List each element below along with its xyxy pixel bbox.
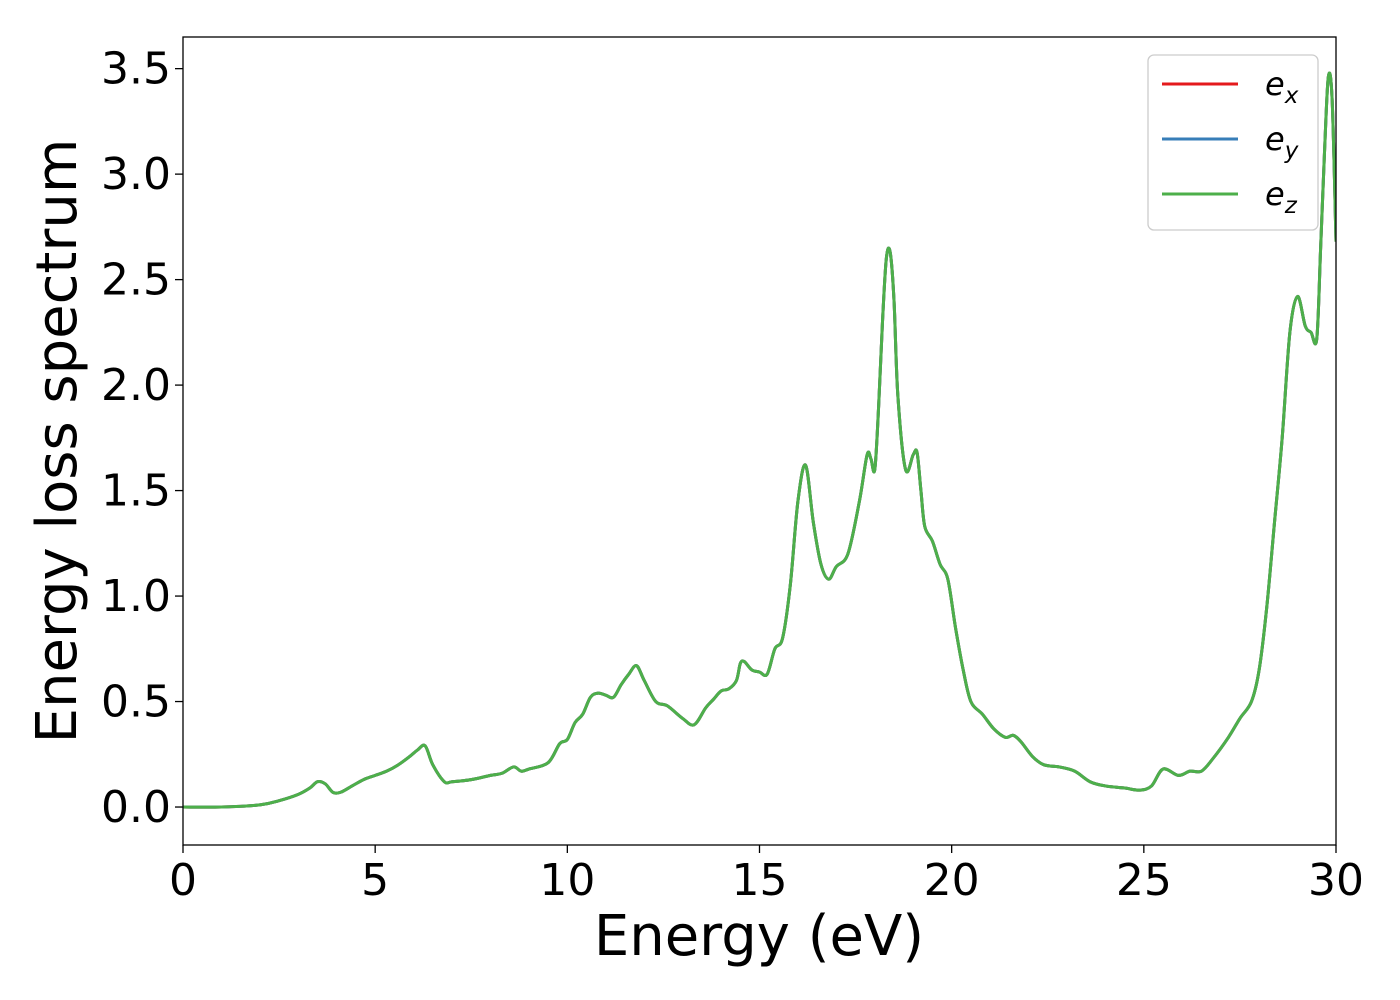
y-tick-label: 0.0 — [101, 782, 171, 833]
legend-box — [1147, 54, 1319, 231]
x-tick-label: 10 — [539, 855, 595, 906]
x-tick-label: 25 — [1116, 855, 1172, 906]
y-axis: 0.0 0.5 1.0 1.5 2.0 2.5 3.0 3.5 — [101, 44, 183, 833]
series-line-z — [183, 71, 1336, 809]
series-layer — [183, 71, 1336, 809]
y-tick-label: 1.5 — [101, 466, 171, 517]
y-tick-label: 1.0 — [101, 571, 171, 622]
y-tick-label: 2.5 — [101, 255, 171, 306]
y-tick-label: 3.5 — [101, 44, 171, 95]
y-tick-label: 3.0 — [101, 149, 171, 200]
legend-label-x: ex — [1265, 65, 1299, 109]
y-tick-label: 0.5 — [101, 677, 171, 728]
y-axis-title: Energy loss spectrum — [25, 139, 90, 744]
legend-label-y: ey — [1265, 120, 1299, 164]
y-tick-label: 2.0 — [101, 360, 171, 411]
x-tick-label: 5 — [361, 855, 389, 906]
x-tick-label: 20 — [924, 855, 980, 906]
x-axis-title: Energy (eV) — [594, 904, 924, 969]
x-tick-label: 30 — [1308, 855, 1364, 906]
legend: ex ey ez — [1147, 54, 1319, 231]
x-tick-label: 15 — [732, 855, 788, 906]
legend-label-z: ez — [1265, 175, 1298, 219]
x-tick-label: 0 — [169, 855, 197, 906]
x-axis: 0 5 10 15 20 25 30 — [169, 845, 1364, 906]
